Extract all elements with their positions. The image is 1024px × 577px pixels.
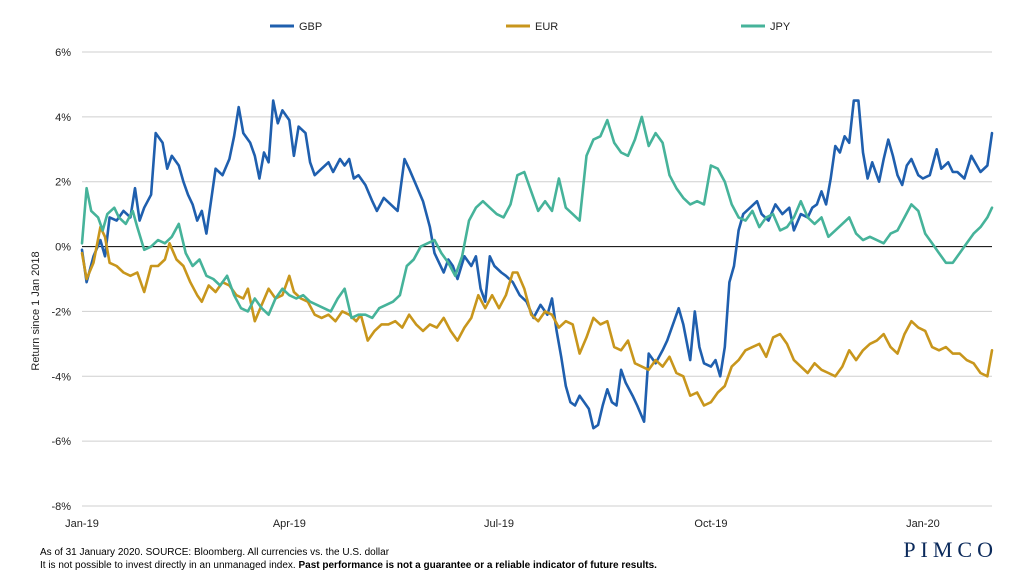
y-tick-label: -6%: [51, 436, 71, 448]
legend-label-gbp: GBP: [299, 21, 322, 33]
disclaimer-text: It is not possible to invest directly in…: [40, 560, 299, 571]
x-tick-label: Jan-20: [906, 518, 940, 530]
x-tick-label: Apr-19: [273, 518, 306, 530]
y-tick-label: 4%: [55, 112, 71, 124]
y-tick-label: 6%: [55, 47, 71, 59]
series-line-jpy: [80, 115, 994, 320]
y-axis: 6% 4% 2% 0% -2% -4% -6% -8%: [51, 47, 71, 513]
y-tick-label: -2%: [51, 306, 71, 318]
y-tick-label: 0%: [55, 242, 71, 254]
legend: GBP EUR JPY: [270, 21, 791, 33]
x-tick-label: Jan-19: [65, 518, 99, 530]
legend-label-eur: EUR: [535, 21, 558, 33]
x-axis: Jan-19 Apr-19 Jul-19 Oct-19 Jan-20: [65, 518, 940, 530]
y-tick-label: 2%: [55, 177, 71, 189]
disclaimer: It is not possible to invest directly in…: [40, 559, 657, 572]
pimco-logo: PIMCO: [903, 537, 998, 562]
x-tick-label: Oct-19: [694, 518, 727, 530]
legend-label-jpy: JPY: [770, 21, 791, 33]
gridlines: [82, 51, 992, 507]
y-tick-label: -8%: [51, 501, 71, 513]
y-tick-label: -4%: [51, 371, 71, 383]
y-axis-label: Return since 1 Jan 2018: [30, 251, 42, 370]
series-line-gbp: [80, 99, 994, 430]
disclaimer-bold: Past performance is not a guarantee or a…: [298, 560, 657, 571]
series-lines: [80, 99, 994, 430]
series-line-eur: [80, 225, 994, 407]
source-note: As of 31 January 2020. SOURCE: Bloomberg…: [40, 547, 390, 558]
x-tick-label: Jul-19: [484, 518, 514, 530]
